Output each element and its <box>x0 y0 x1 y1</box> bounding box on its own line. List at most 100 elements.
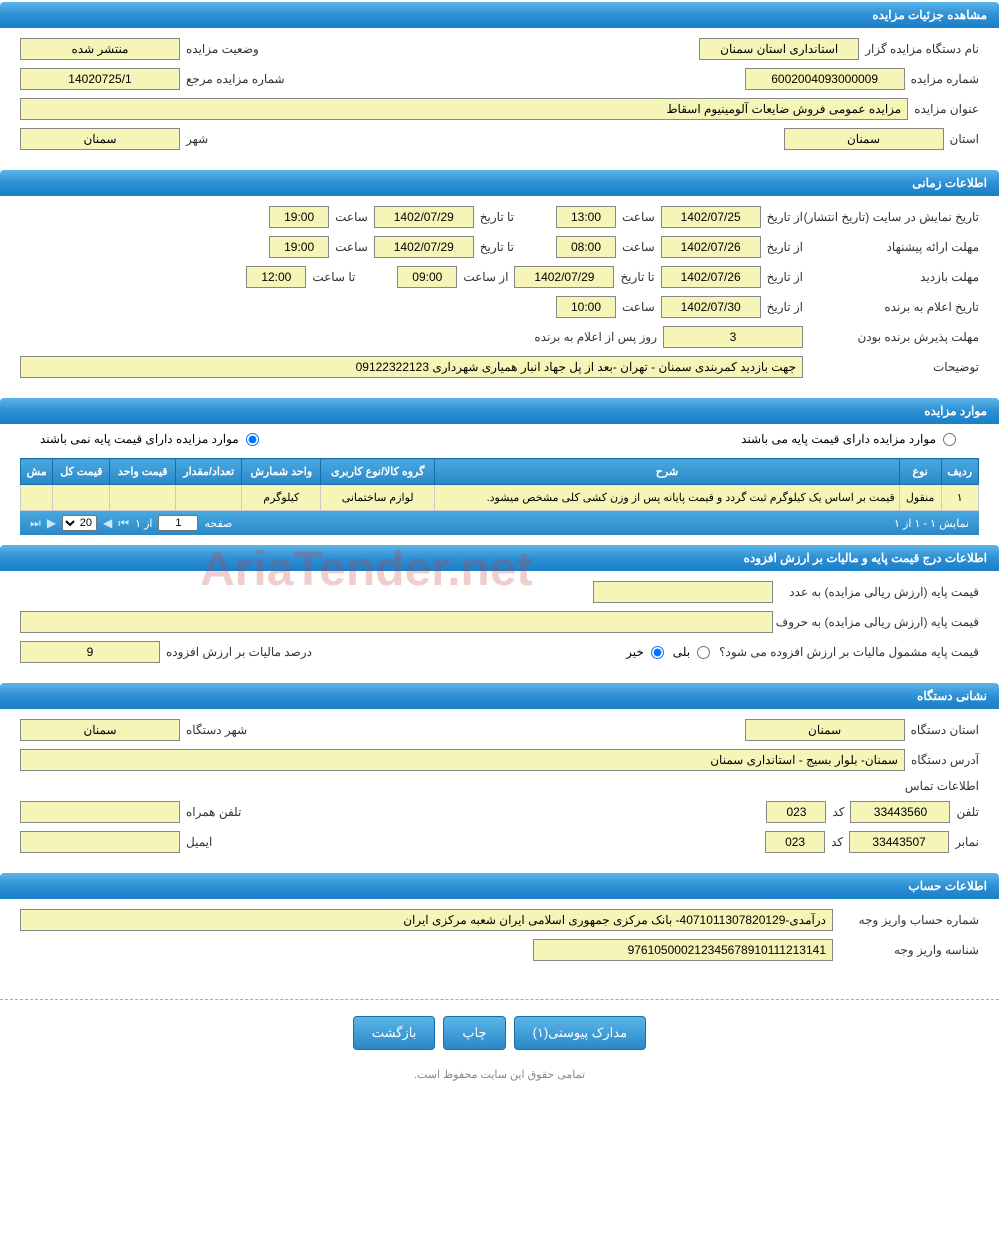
divider <box>0 999 999 1000</box>
has-base-radio[interactable] <box>943 433 956 446</box>
org-city-label: شهر دستگاه <box>186 723 247 737</box>
back-button[interactable]: بازگشت <box>353 1016 435 1050</box>
acct-id-label: شناسه واریز وجه <box>839 943 979 957</box>
accept-suffix: روز پس از اعلام به برنده <box>534 330 657 344</box>
city-label: شهر <box>186 132 208 146</box>
table-header: مش <box>21 459 53 485</box>
table-cell: منقول <box>899 485 941 511</box>
acct-id-value: 976105000212345678910111213141 <box>533 939 833 961</box>
details-body: نام دستگاه مزایده گزار استانداری استان س… <box>0 28 999 168</box>
base-txt-value <box>20 611 773 633</box>
to-time-lbl: تا ساعت <box>312 270 355 284</box>
table-header: تعداد/مقدار <box>175 459 242 485</box>
pager-next-icon[interactable]: ▶ <box>47 516 56 530</box>
visit-from-t: 09:00 <box>397 266 457 288</box>
section-header-items: موارد مزایده <box>0 398 999 424</box>
ref-value: 14020725/1 <box>20 68 180 90</box>
email-label: ایمیل <box>186 835 212 849</box>
section-header-time: اطلاعات زمانی <box>0 170 999 196</box>
section-header-account: اطلاعات حساب <box>0 873 999 899</box>
bid-from-t: 08:00 <box>556 236 616 258</box>
table-cell <box>21 485 53 511</box>
org-body: استان دستگاه سمنان شهر دستگاه سمنان آدرس… <box>0 709 999 871</box>
time-lbl-3: ساعت <box>622 240 655 254</box>
base-num-label: قیمت پایه (ارزش ریالی مزایده) به عدد <box>779 585 979 599</box>
org-value: استانداری استان سمنان <box>699 38 859 60</box>
items-table: ردیفنوعشرحگروه کالا/نوع کاربریواحد شمارش… <box>20 458 979 511</box>
time-lbl-1: ساعت <box>622 210 655 224</box>
province-value: سمنان <box>784 128 944 150</box>
to-date-lbl-3: تا تاریخ <box>620 270 654 284</box>
section-header-vat: اطلاعات درج قیمت پایه و مالیات بر ارزش ا… <box>0 545 999 571</box>
visit-to-t: 12:00 <box>246 266 306 288</box>
has-base-option[interactable]: موارد مزایده دارای قیمت پایه می باشند <box>741 432 959 446</box>
pager-prev-icon[interactable]: ◀ <box>103 516 112 530</box>
vat-no-radio[interactable] <box>651 646 664 659</box>
email-value <box>20 831 180 853</box>
notes-label: توضیحات <box>809 360 979 374</box>
base-num-value <box>593 581 773 603</box>
pager-size-select[interactable]: 20 <box>62 515 97 531</box>
org-label: نام دستگاه مزایده گزار <box>865 42 979 56</box>
org-city-value: سمنان <box>20 719 180 741</box>
winner-d: 1402/07/30 <box>661 296 761 318</box>
print-button[interactable]: چاپ <box>443 1016 505 1050</box>
pager-first-icon[interactable]: ⏮ <box>118 516 129 531</box>
pager-page-lbl: صفحه <box>204 517 232 530</box>
button-bar: مدارک پیوستی(۱) چاپ بازگشت <box>0 1004 999 1062</box>
base-price-radio-row: موارد مزایده دارای قیمت پایه می باشند مو… <box>0 424 999 454</box>
vat-yes-radio[interactable] <box>697 646 710 659</box>
contact-label: اطلاعات تماس <box>905 779 979 793</box>
pager-page-input[interactable] <box>158 515 198 531</box>
docs-button[interactable]: مدارک پیوستی(۱) <box>514 1016 647 1050</box>
table-cell: ۱ <box>941 485 979 511</box>
vat-pct-label: درصد مالیات بر ارزش افزوده <box>166 645 312 659</box>
footer-text: تمامی حقوق این سایت محفوظ است. <box>0 1062 999 1087</box>
num-value: 6002004093000009 <box>745 68 905 90</box>
pager-last-icon[interactable]: ⏭ <box>30 516 41 531</box>
vat-q: قیمت پایه مشمول مالیات بر ارزش افزوده می… <box>719 645 979 659</box>
no-base-radio[interactable] <box>246 433 259 446</box>
no-base-option[interactable]: موارد مزایده دارای قیمت پایه نمی باشند <box>40 432 262 446</box>
pager-display: نمایش ۱ - ۱ از ۱ <box>894 517 969 530</box>
publish-from-d: 1402/07/25 <box>661 206 761 228</box>
org-addr-value: سمنان- بلوار بسیج - استانداری سمنان <box>20 749 905 771</box>
num-label: شماره مزایده <box>911 72 979 86</box>
bid-from-d: 1402/07/26 <box>661 236 761 258</box>
from-time-lbl: از ساعت <box>463 270 508 284</box>
winner-t: 10:00 <box>556 296 616 318</box>
pager-of-lbl: از ۱ <box>135 517 152 530</box>
mobile-label: تلفن همراه <box>186 805 241 819</box>
visit-to-d: 1402/07/29 <box>514 266 614 288</box>
table-header: گروه کالا/نوع کاربری <box>321 459 435 485</box>
vat-pct-value: 9 <box>20 641 160 663</box>
table-header: واحد شمارش <box>242 459 321 485</box>
table-cell: قیمت بر اساس یک کیلوگرم ثبت گردد و قیمت … <box>435 485 900 511</box>
city-value: سمنان <box>20 128 180 150</box>
pager: نمایش ۱ - ۱ از ۱ صفحه از ۱ ⏮ ◀ 20 ▶ ⏭ <box>20 511 979 535</box>
table-row: ۱منقولقیمت بر اساس یک کیلوگرم ثبت گردد و… <box>21 485 979 511</box>
section-header-org: نشانی دستگاه <box>0 683 999 709</box>
table-header: شرح <box>435 459 900 485</box>
from-date-lbl-3: از تاریخ <box>767 270 803 284</box>
vat-no-option[interactable]: خیر <box>626 645 667 659</box>
no-base-label: موارد مزایده دارای قیمت پایه نمی باشند <box>40 432 239 446</box>
title-label: عنوان مزایده <box>914 102 979 116</box>
table-header: قیمت واحد <box>110 459 175 485</box>
bid-label: مهلت ارائه پیشنهاد <box>809 240 979 254</box>
org-province-value: سمنان <box>745 719 905 741</box>
base-txt-label: قیمت پایه (ارزش ریالی مزایده) به حروف <box>779 615 979 629</box>
status-value: منتشر شده <box>20 38 180 60</box>
winner-label: تاریخ اعلام به برنده <box>809 300 979 314</box>
phone-label: تلفن <box>956 805 979 819</box>
from-date-lbl-2: از تاریخ <box>767 240 803 254</box>
bid-to-d: 1402/07/29 <box>374 236 474 258</box>
vat-yes-option[interactable]: بلی <box>673 645 713 659</box>
time-lbl-4: ساعت <box>335 240 368 254</box>
phone-value: 33443560 <box>850 801 950 823</box>
mobile-value <box>20 801 180 823</box>
table-header: نوع <box>899 459 941 485</box>
province-label: استان <box>950 132 979 146</box>
from-date-lbl: از تاریخ <box>767 210 803 224</box>
bid-to-t: 19:00 <box>269 236 329 258</box>
